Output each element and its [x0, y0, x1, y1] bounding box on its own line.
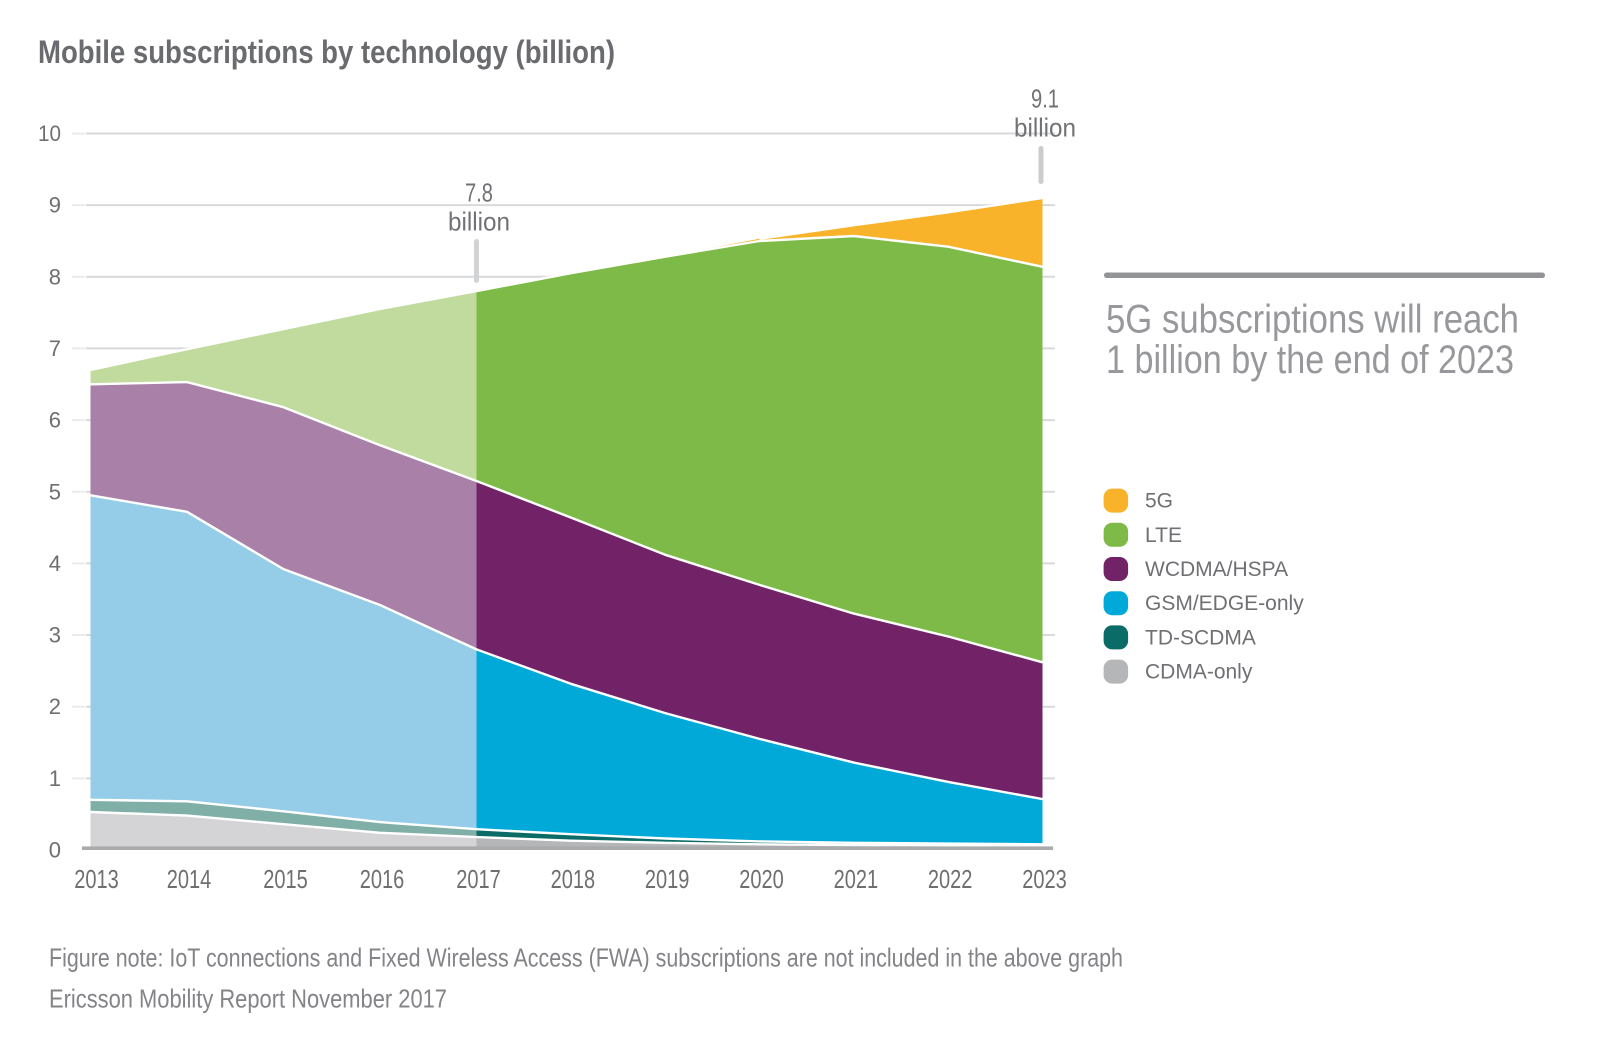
svg-text:4: 4: [49, 551, 61, 576]
svg-text:billion: billion: [1014, 113, 1076, 143]
svg-text:1 billion by the end of 2023: 1 billion by the end of 2023: [1106, 338, 1514, 382]
svg-text:2022: 2022: [928, 864, 973, 894]
svg-text:7.8: 7.8: [465, 178, 493, 208]
svg-text:2: 2: [49, 694, 61, 719]
svg-text:2020: 2020: [739, 864, 784, 894]
svg-text:5: 5: [49, 479, 61, 504]
svg-text:2016: 2016: [360, 864, 405, 894]
svg-text:2021: 2021: [834, 864, 879, 894]
svg-text:7: 7: [49, 336, 61, 361]
svg-text:CDMA-only: CDMA-only: [1145, 661, 1253, 684]
svg-text:9: 9: [49, 193, 61, 218]
svg-text:6: 6: [49, 408, 61, 433]
svg-text:5G: 5G: [1145, 490, 1173, 513]
svg-text:8: 8: [49, 264, 61, 289]
svg-text:2017: 2017: [456, 864, 501, 894]
svg-text:billion: billion: [448, 207, 510, 237]
svg-text:Figure note: IoT connections a: Figure note: IoT connections and Fixed W…: [49, 943, 1123, 973]
svg-text:2014: 2014: [167, 864, 212, 894]
svg-text:2019: 2019: [645, 864, 690, 894]
svg-text:Ericsson Mobility Report Novem: Ericsson Mobility Report November 2017: [49, 984, 447, 1014]
svg-text:Mobile subscriptions by techno: Mobile subscriptions by technology (bill…: [38, 34, 615, 70]
svg-text:3: 3: [49, 623, 61, 648]
svg-text:2023: 2023: [1022, 864, 1067, 894]
svg-text:2018: 2018: [551, 864, 596, 894]
svg-text:5G subscriptions will reach: 5G subscriptions will reach: [1106, 298, 1519, 342]
svg-text:2015: 2015: [263, 864, 308, 894]
svg-text:2013: 2013: [74, 864, 119, 894]
svg-text:GSM/EDGE-only: GSM/EDGE-only: [1145, 592, 1304, 615]
svg-text:0: 0: [49, 838, 61, 863]
svg-text:LTE: LTE: [1145, 524, 1182, 547]
svg-text:9.1: 9.1: [1031, 84, 1059, 114]
svg-text:10: 10: [38, 121, 61, 146]
svg-text:TD-SCDMA: TD-SCDMA: [1145, 626, 1256, 649]
svg-text:WCDMA/HSPA: WCDMA/HSPA: [1145, 558, 1288, 581]
svg-text:1: 1: [49, 766, 61, 791]
